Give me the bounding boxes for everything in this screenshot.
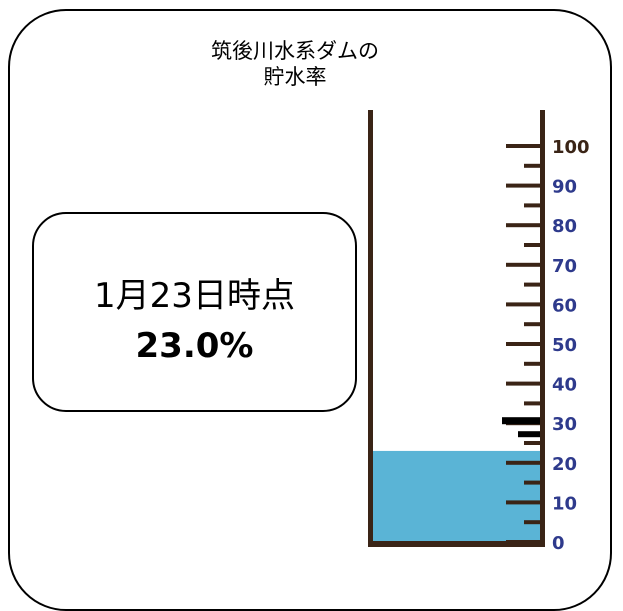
minor-tick [524, 322, 540, 327]
tick-label: 80 [552, 216, 577, 237]
major-tick [506, 302, 540, 307]
minor-tick [524, 243, 540, 247]
major-tick [506, 500, 540, 505]
gauge: 0 10 20 30 40 50 60 70 80 90 100 [368, 110, 590, 554]
title-line-2: 貯水率 [263, 65, 327, 89]
tick-label: 100 [552, 137, 590, 158]
tick-label: 50 [552, 335, 577, 356]
major-tick [506, 223, 540, 228]
chart-title: 筑後川水系ダムの 貯水率 [150, 38, 440, 90]
water-level-fill [373, 450, 540, 541]
gauge-left-wall [368, 110, 373, 547]
tick-label: 10 [552, 493, 577, 514]
tick-label: 60 [552, 295, 577, 316]
minor-tick [524, 361, 540, 366]
gauge-bottom-wall [368, 541, 545, 547]
major-tick [506, 183, 540, 188]
gauge-right-wall [540, 110, 545, 547]
tick-label: 40 [552, 375, 577, 396]
minor-tick [524, 401, 540, 406]
minor-tick [524, 282, 540, 287]
major-tick [506, 460, 540, 465]
minor-tick [524, 480, 540, 485]
major-tick [506, 262, 540, 267]
minor-tick [524, 163, 540, 168]
gauge-tick-labels: 0 10 20 30 40 50 60 70 80 90 100 [552, 137, 590, 554]
tick-label: 20 [552, 454, 577, 475]
previous-level-marker [502, 417, 540, 438]
minor-tick [524, 203, 540, 208]
marker-bar-lower [518, 431, 540, 438]
tick-label: 30 [552, 414, 577, 435]
major-tick [506, 540, 540, 544]
major-tick [506, 144, 540, 148]
major-tick [506, 381, 540, 386]
storage-rate-value: 23.0% [135, 326, 254, 366]
info-box: 1月23日時点 23.0% [32, 212, 357, 412]
title-line-1: 筑後川水系ダムの [211, 39, 379, 63]
major-tick [506, 342, 540, 346]
tick-label: 0 [552, 533, 565, 554]
minor-tick [524, 520, 540, 525]
tick-label: 90 [552, 177, 577, 198]
marker-bar-upper [502, 417, 540, 425]
tick-label: 70 [552, 256, 577, 277]
minor-tick [524, 441, 540, 445]
date-label: 1月23日時点 [94, 276, 295, 316]
